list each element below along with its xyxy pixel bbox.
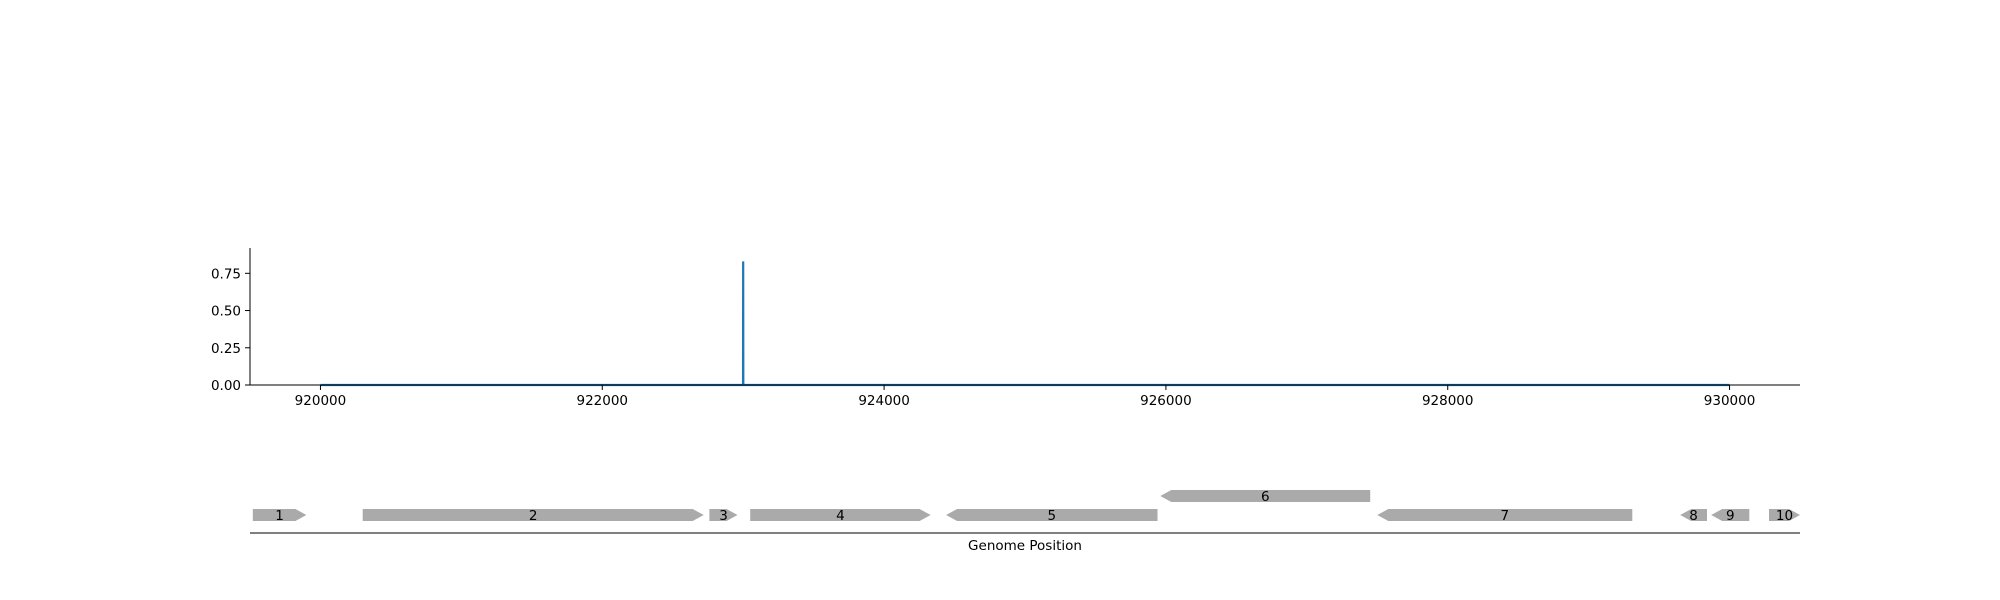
x-tick-label: 926000: [1140, 393, 1192, 409]
coverage-plot: 920000 922000 924000 926000 928000 930000 0.0…: [211, 248, 1800, 409]
gene-label: 3: [719, 508, 728, 524]
x-tick-label: 928000: [1422, 393, 1474, 409]
gene-arrow: [362, 509, 704, 521]
y-tick-label: 0.00: [211, 378, 241, 394]
gene-track: 1 2 3 4 5 6 7 8 9 10 Genome Position: [250, 489, 1800, 554]
coverage-series: [320, 261, 1730, 387]
x-tick-label: 930000: [1704, 393, 1756, 409]
y-tick-label: 0.75: [211, 266, 241, 282]
gene-track-xlabel: Genome Position: [968, 538, 1082, 554]
gene-label: 5: [1048, 508, 1057, 524]
coverage-line: [320, 261, 1730, 387]
x-tick-label: 924000: [858, 393, 910, 409]
gene-arrow: [1377, 509, 1633, 521]
gene-arrow: [750, 509, 931, 521]
x-tick-label: 920000: [295, 393, 347, 409]
gene-label: 2: [529, 508, 538, 524]
gene-label: 6: [1261, 489, 1270, 505]
gene-label: 7: [1501, 508, 1510, 524]
genes: 1 2 3 4 5 6 7 8 9 10: [252, 489, 1800, 524]
gene-arrow: [946, 509, 1158, 521]
gene-arrow: [709, 509, 738, 521]
gene-arrow: [1711, 509, 1750, 521]
gene-arrow: [1680, 509, 1707, 521]
gene-label: 1: [275, 508, 284, 524]
gene-arrow: [1769, 509, 1800, 521]
gene-label: 8: [1689, 508, 1698, 524]
x-tick-label: 922000: [576, 393, 628, 409]
x-ticks: 920000 922000 924000 926000 928000 930000: [295, 385, 1756, 409]
gene-label: 9: [1726, 508, 1735, 524]
y-tick-label: 0.50: [211, 304, 241, 320]
gene-arrow: [252, 509, 307, 521]
gene-label: 10: [1776, 508, 1793, 524]
y-ticks: 0.00 0.25 0.50 0.75: [211, 266, 250, 394]
gene-label: 4: [836, 508, 845, 524]
gene-arrow: [1160, 490, 1371, 502]
y-tick-label: 0.25: [211, 341, 241, 357]
